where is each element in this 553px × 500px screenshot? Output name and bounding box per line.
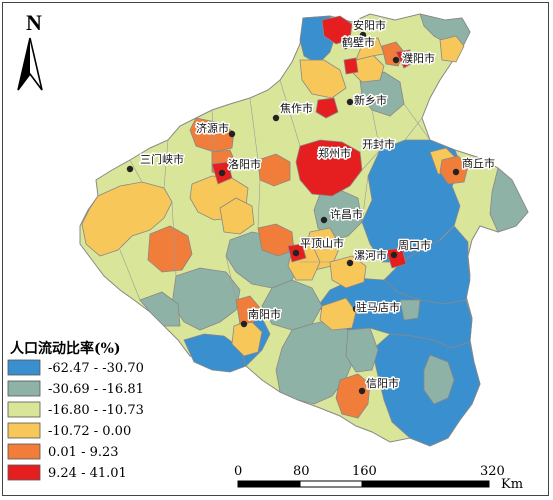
city-label-luohe: 漯河市 [354, 248, 387, 262]
legend-swatch [7, 464, 41, 481]
legend-label: -30.69 - -16.81 [48, 382, 144, 397]
city-label-luoyang: 洛阳市 [228, 157, 261, 171]
north-letter: N [26, 10, 42, 35]
city-label-kaifeng: 开封市 [362, 137, 395, 151]
class-yellow-regions [81, 35, 465, 357]
city-labels: 安阳市 鹤壁市 濮阳市 新乡市 焦作市 济源市 开封市 郑州市 三门峡市 洛阳市… [139, 17, 497, 392]
city-label-xinyang: 信阳市 [366, 376, 399, 390]
city-point [359, 31, 367, 39]
county-borders [119, 79, 455, 301]
legend-swatch [7, 401, 41, 418]
city-label-zhengzhou: 郑州市 [318, 146, 351, 160]
city-point [240, 320, 248, 328]
class-red-regions [211, 15, 415, 269]
city-label-nanyang: 南阳市 [248, 307, 281, 321]
city-point [452, 168, 460, 176]
city-point [318, 151, 326, 159]
legend-label: -10.72 - 0.00 [48, 424, 131, 439]
city-point [126, 165, 134, 173]
class-blue-regions [183, 15, 481, 447]
city-label-pingdingshan: 平顶山市 [300, 236, 344, 250]
scale-unit: Km [501, 477, 523, 492]
city-point [272, 114, 280, 122]
scale-tick-320: 320 [480, 464, 505, 479]
legend-swatch [7, 380, 41, 397]
city-label-anyang: 安阳市 [353, 18, 386, 32]
city-label-zhumadian: 驻马店市 [356, 300, 400, 314]
scale-tick-0: 0 [234, 464, 242, 479]
city-point [341, 42, 349, 50]
scale-bar: 0 80 160 320 Km [234, 464, 523, 492]
city-point [390, 251, 398, 259]
legend-label: -62.47 - -30.70 [48, 361, 144, 376]
city-label-hebi: 鹤壁市 [342, 35, 375, 49]
city-label-jiaozuo: 焦作市 [280, 101, 313, 115]
city-point [320, 216, 328, 224]
scale-tick-160: 160 [352, 464, 377, 479]
city-markers [126, 31, 460, 395]
legend-swatch [7, 422, 41, 439]
city-label-puyang: 濮阳市 [402, 51, 435, 65]
legend-swatch [7, 443, 41, 460]
city-label-sanmenxia: 三门峡市 [140, 152, 184, 166]
city-point [358, 387, 366, 395]
legend-label: 0.01 - 9.23 [48, 445, 119, 460]
north-arrow: N [17, 10, 43, 91]
city-label-xuchang: 许昌市 [330, 207, 363, 221]
city-point [218, 169, 226, 177]
legend: 人口流动比率(%) -62.47 - -30.70 -30.69 - -16.81… [7, 340, 144, 481]
city-label-xinxiang: 新乡市 [354, 93, 387, 107]
legend-label: 9.24 - 41.01 [48, 466, 127, 481]
city-point [392, 56, 400, 64]
city-label-shangqiu: 商丘市 [462, 156, 495, 170]
city-point [346, 259, 354, 267]
city-point [370, 142, 378, 150]
city-point [346, 98, 354, 106]
legend-title: 人口流动比率(%) [10, 340, 121, 357]
scale-tick-80: 80 [293, 464, 310, 479]
legend-swatch [7, 359, 41, 376]
legend-label: -16.80 - -10.73 [48, 403, 144, 418]
city-point [228, 130, 236, 138]
city-label-jiyuan: 济源市 [196, 121, 229, 135]
city-point [352, 305, 360, 313]
city-label-zhoukou: 周口市 [398, 238, 431, 252]
city-point [292, 249, 300, 257]
